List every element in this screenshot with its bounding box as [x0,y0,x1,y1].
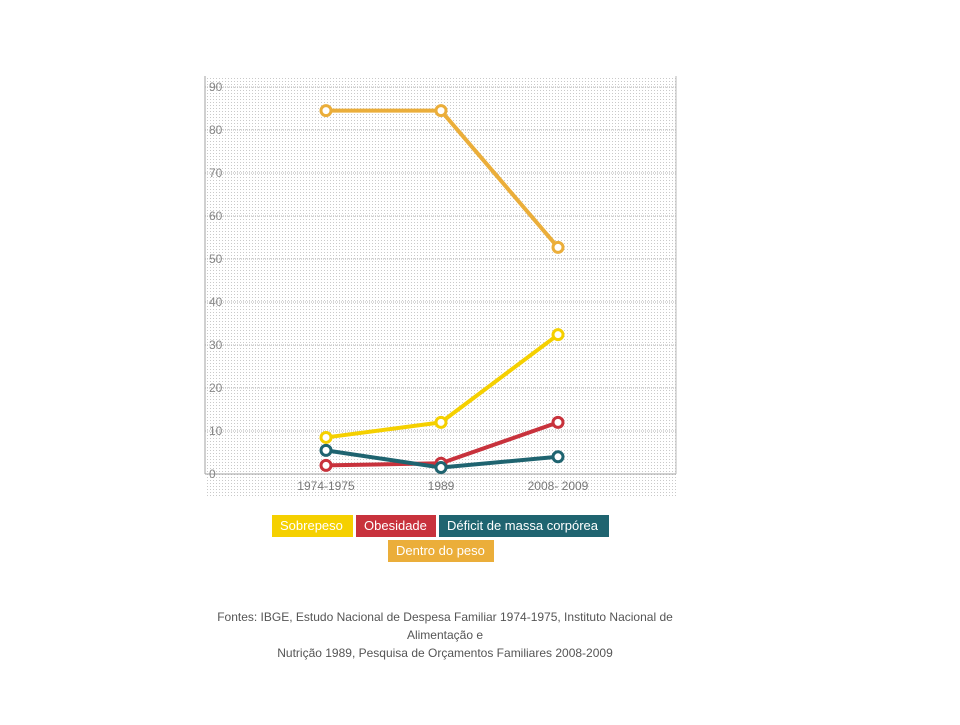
y-tick-label: 90 [209,80,223,94]
data-point-sobrepeso [319,430,333,444]
data-point-sobrepeso [551,328,565,342]
series-points [319,104,565,475]
source-line-1: Fontes: IBGE, Estudo Nacional de Despesa… [217,610,673,642]
y-tick-label: 80 [209,123,223,137]
data-point-obesidade [319,458,333,472]
data-point-d-ficit-de-massa-corp-rea [434,461,448,475]
data-point-dentro-do-peso [551,240,565,254]
data-point-dentro-do-peso [319,104,333,118]
x-tick-label: 1989 [428,479,455,493]
data-point-obesidade [551,415,565,429]
data-point-sobrepeso [434,415,448,429]
y-axis-ticks: 0 10 20 30 40 50 60 70 80 90 [209,80,223,481]
y-tick-label: 0 [209,467,216,481]
x-axis-ticks: 1974-1975 1989 2008- 2009 [297,479,588,493]
data-point-d-ficit-de-massa-corp-rea [319,443,333,457]
y-tick-label: 60 [209,209,223,223]
y-tick-label: 30 [209,338,223,352]
data-point-dentro-do-peso [434,104,448,118]
y-tick-label: 40 [209,295,223,309]
plot-background [205,76,676,498]
y-tick-label: 10 [209,424,223,438]
source-line-2: Nutrição 1989, Pesquisa de Orçamentos Fa… [277,646,613,660]
y-tick-label: 70 [209,166,223,180]
x-tick-label: 2008- 2009 [528,479,589,493]
source-note: Fontes: IBGE, Estudo Nacional de Despesa… [190,608,700,662]
x-tick-label: 1974-1975 [297,479,355,493]
y-tick-label: 50 [209,252,223,266]
data-point-d-ficit-de-massa-corp-rea [551,450,565,464]
y-tick-label: 20 [209,381,223,395]
